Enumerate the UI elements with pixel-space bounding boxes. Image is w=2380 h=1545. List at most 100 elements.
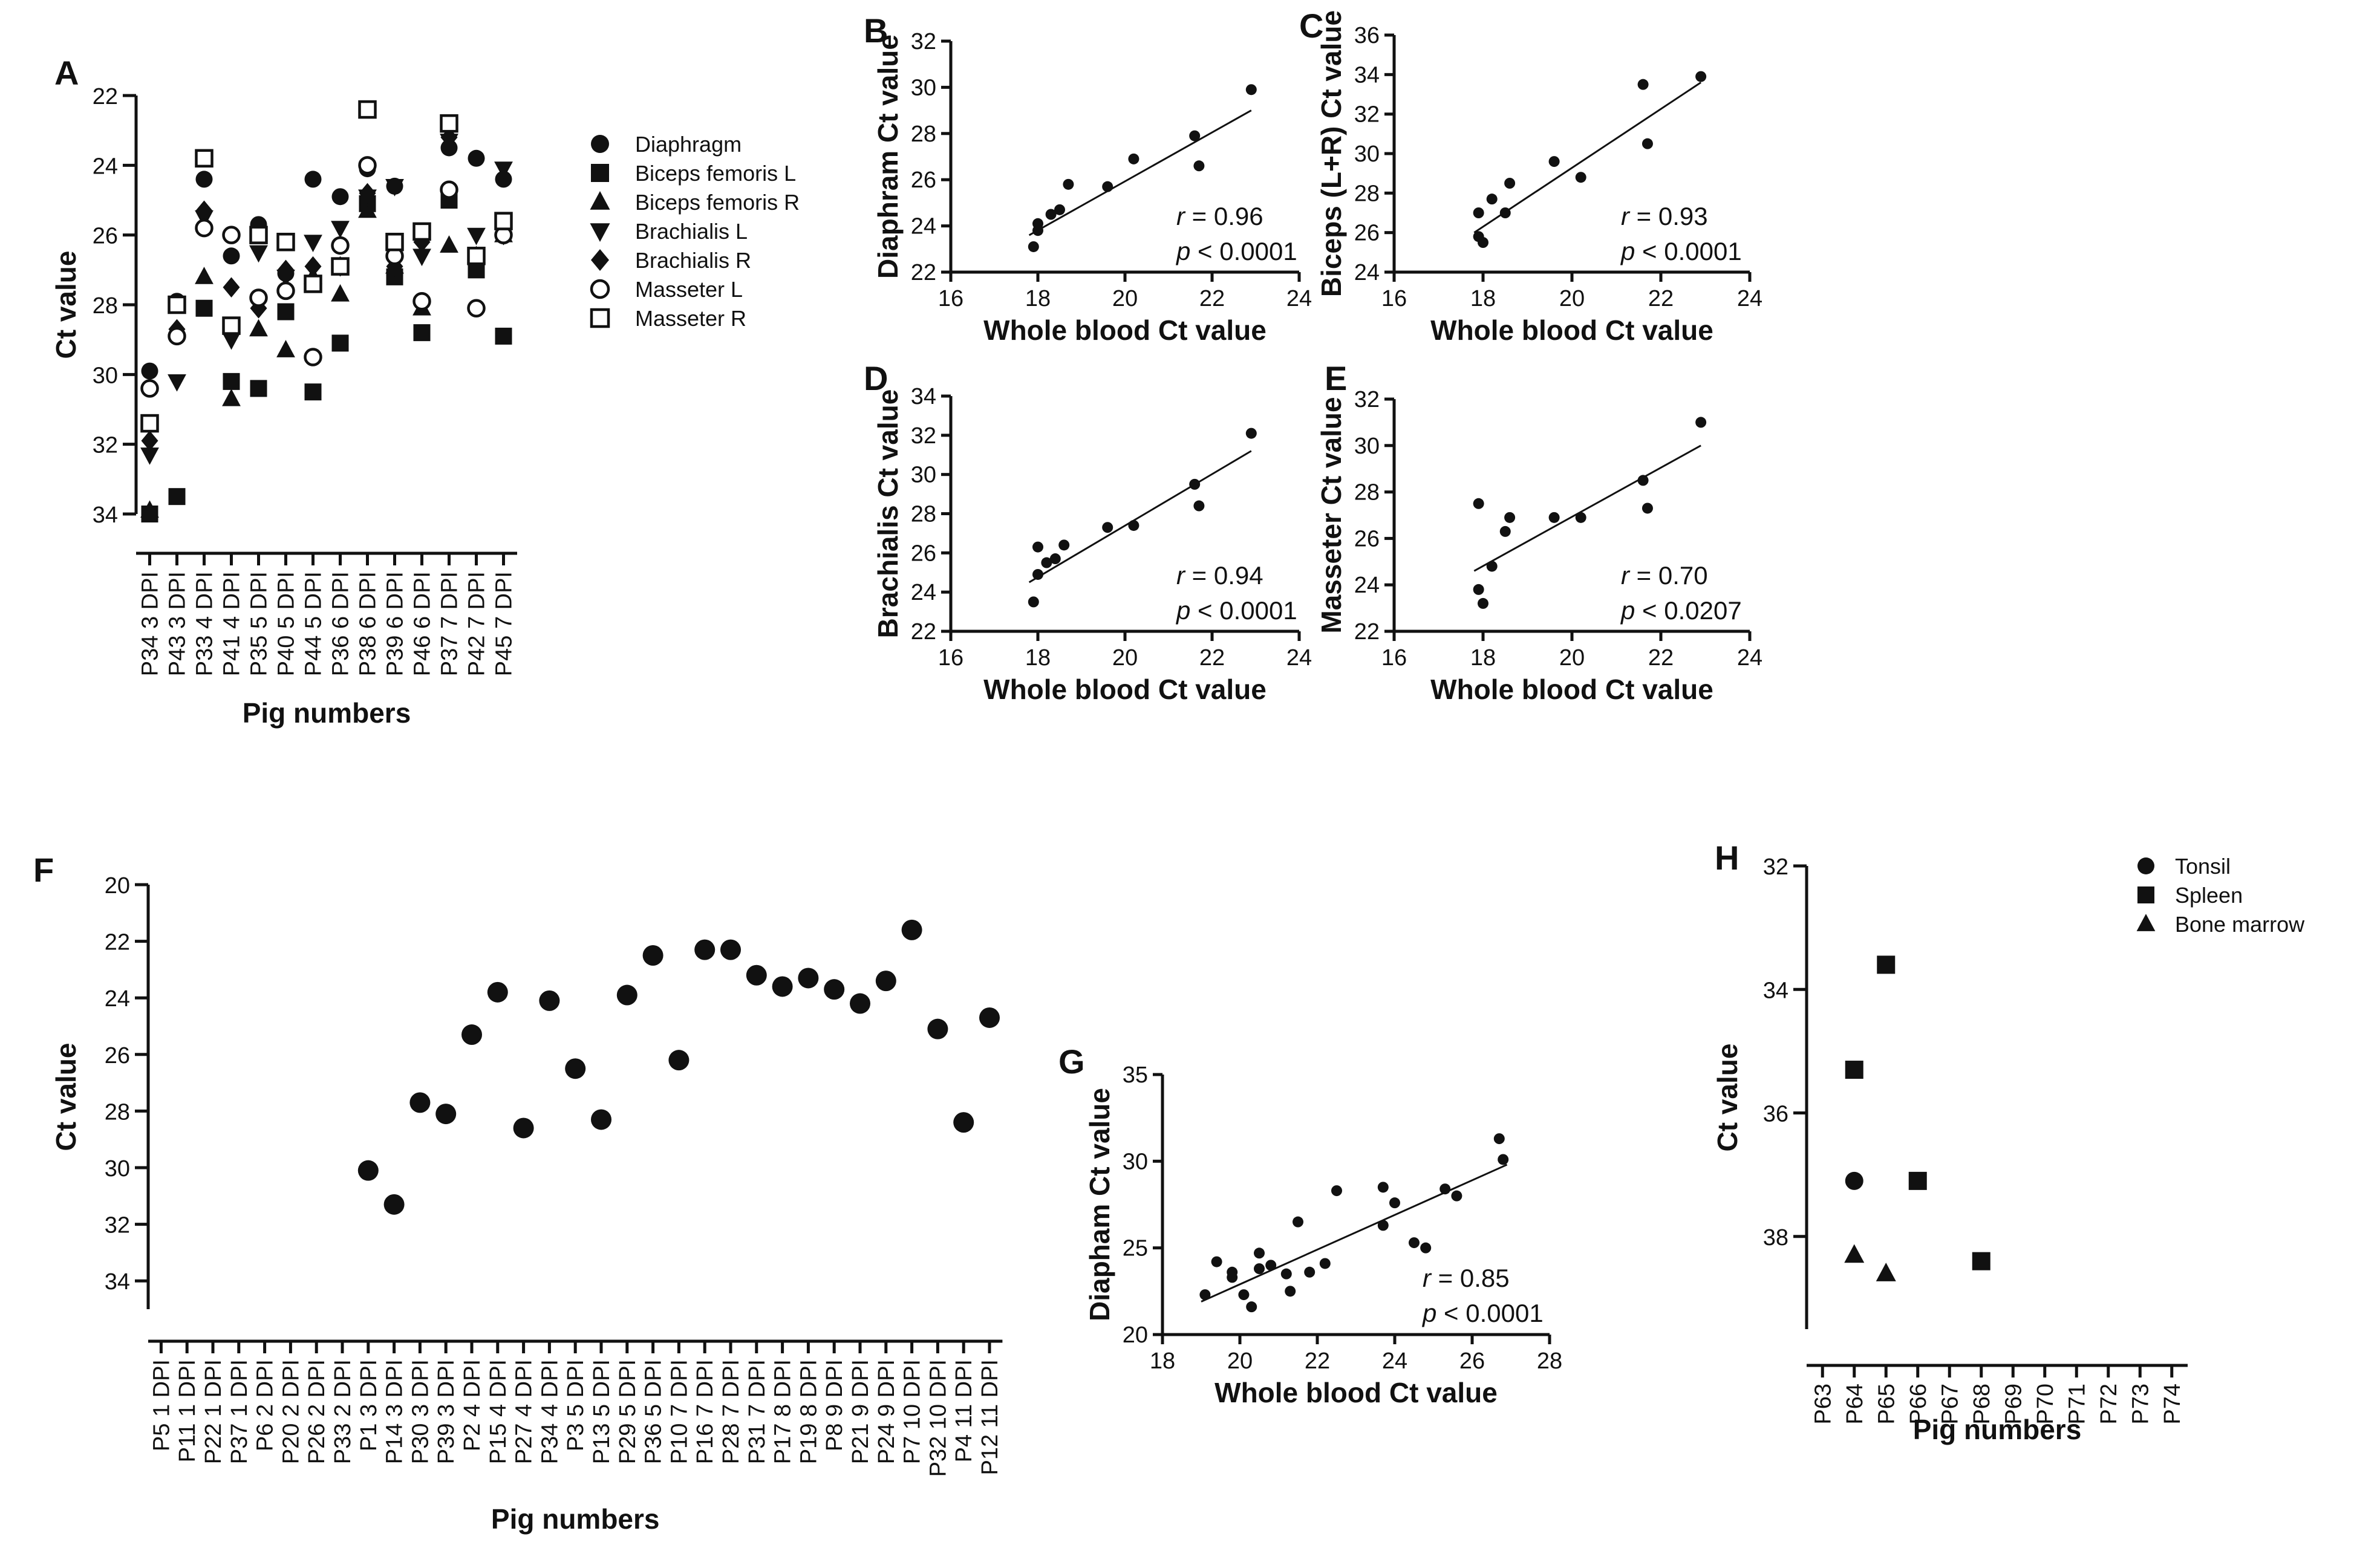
legend-marker — [590, 308, 610, 328]
data-point — [1032, 218, 1043, 229]
y-tick-label: 25 — [1123, 1236, 1148, 1261]
data-point — [385, 232, 404, 252]
data-point — [1245, 428, 1257, 439]
x-tick-label: P64 — [1842, 1384, 1868, 1425]
y-tick-label: 35 — [1123, 1062, 1148, 1088]
x-tick-label: P42 7 DPI — [465, 571, 490, 676]
series-tonsil — [1845, 1171, 1863, 1190]
data-point — [1246, 1301, 1257, 1313]
data-point — [467, 299, 486, 318]
y-tick-label: 22 — [911, 260, 936, 285]
x-tick-label: P67 — [1937, 1384, 1963, 1425]
data-point — [413, 232, 431, 252]
y-tick-label: 24 — [105, 986, 130, 1012]
data-point — [250, 380, 267, 397]
y-tick-label: 30 — [1123, 1149, 1148, 1174]
r-value: = 0.85 — [1431, 1264, 1510, 1292]
x-tick-label: 22 — [1199, 645, 1225, 671]
y-tick-label: 22 — [911, 619, 936, 645]
data-point — [1238, 1289, 1250, 1301]
panel-label: H — [1715, 839, 1739, 877]
data-point — [1548, 156, 1560, 168]
x-tick-label: P36 6 DPI — [328, 571, 354, 676]
panel-F: 20 22 24 26 28 30 32 34 P5 1 DPI P11 1 DPI P22 1 D… — [33, 851, 1003, 1535]
y-axis-title: Diapham Ct value — [1084, 1088, 1115, 1321]
data-point — [467, 227, 486, 246]
legend-marker — [591, 249, 609, 271]
data-point — [440, 180, 458, 199]
series-biceps-femoris-l — [141, 192, 512, 522]
data-point — [1102, 181, 1113, 192]
data-point — [495, 171, 512, 188]
y-tick-label: 36 — [1354, 23, 1380, 48]
x-tick-label: P37 1 DPI — [227, 1359, 252, 1464]
data-point — [1227, 1272, 1238, 1283]
data-point — [1285, 1286, 1296, 1297]
data-point — [195, 299, 213, 317]
data-point — [304, 348, 322, 366]
y-tick-label: 28 — [911, 502, 936, 527]
legend-label: Masseter L — [635, 277, 743, 302]
x-tick-label: P73 — [2128, 1384, 2153, 1425]
data-point — [1128, 153, 1139, 164]
data-point — [385, 179, 404, 197]
x-tick-label: P68 — [1969, 1384, 1995, 1425]
data-point — [1695, 71, 1707, 82]
data-point — [461, 1024, 482, 1046]
data-point — [798, 968, 819, 989]
y-tick-label: 30 — [1354, 141, 1380, 167]
data-point — [746, 964, 767, 986]
r-symbol: r — [1621, 202, 1631, 230]
x-tick-label: P31 7 DPI — [745, 1359, 770, 1464]
x-tick-label: P37 7 DPI — [437, 571, 463, 676]
data-point — [386, 256, 403, 277]
legend-marker — [590, 223, 610, 242]
x-tick-label: 16 — [1381, 645, 1407, 671]
r-symbol: r — [1176, 202, 1186, 230]
r-statistic: r = 0.70 — [1621, 561, 1708, 590]
data-point — [1319, 1258, 1331, 1269]
legend-marker — [591, 135, 609, 153]
data-point — [1293, 1216, 1303, 1228]
data-point — [1265, 1260, 1277, 1271]
data-point — [276, 340, 295, 357]
x-tick-label: P7 10 DPI — [900, 1359, 925, 1464]
p-statistic: p < 0.0207 — [1620, 596, 1742, 625]
x-tick-label: P41 4 DPI — [220, 571, 245, 676]
y-tick-label: 26 — [911, 168, 936, 193]
data-point — [1439, 1183, 1451, 1195]
x-tick-label: P16 7 DPI — [693, 1359, 718, 1464]
data-point — [1377, 1220, 1389, 1231]
p-value: < 0.0001 — [1436, 1299, 1543, 1327]
data-point — [357, 1160, 379, 1181]
x-tick-label: P14 3 DPI — [382, 1359, 408, 1464]
x-tick-label: 22 — [1199, 286, 1225, 311]
x-tick-label: P15 4 DPI — [486, 1359, 511, 1464]
x-tick-label: 16 — [938, 286, 963, 311]
legend-marker — [590, 191, 610, 210]
y-tick-label: 24 — [911, 580, 936, 605]
x-tick-label: P40 5 DPI — [274, 571, 299, 676]
x-tick-label: P66 — [1906, 1384, 1931, 1425]
data-point — [223, 247, 240, 265]
x-tick-label: 18 — [1025, 645, 1051, 671]
x-tick-label: 24 — [1737, 645, 1762, 671]
data-point — [668, 1050, 690, 1071]
x-tick-label: P39 6 DPI — [383, 571, 408, 676]
data-point — [1844, 1244, 1865, 1263]
x-tick-label: P63 — [1810, 1384, 1836, 1425]
x-tick-label: P38 6 DPI — [356, 571, 381, 676]
data-point — [1473, 498, 1484, 509]
y-axis-title: Masseter Ct value — [1316, 397, 1347, 633]
x-tick-label: P13 5 DPI — [589, 1359, 615, 1464]
x-tick-label: P19 8 DPI — [796, 1359, 821, 1464]
data-point — [468, 149, 485, 167]
regression-line — [1028, 109, 1252, 236]
data-point — [435, 1104, 457, 1125]
p-statistic: p < 0.0001 — [1421, 1299, 1544, 1327]
data-point — [195, 171, 213, 188]
data-point — [1504, 178, 1516, 189]
legend-marker — [2136, 914, 2156, 931]
p-symbol: p — [1175, 596, 1190, 625]
